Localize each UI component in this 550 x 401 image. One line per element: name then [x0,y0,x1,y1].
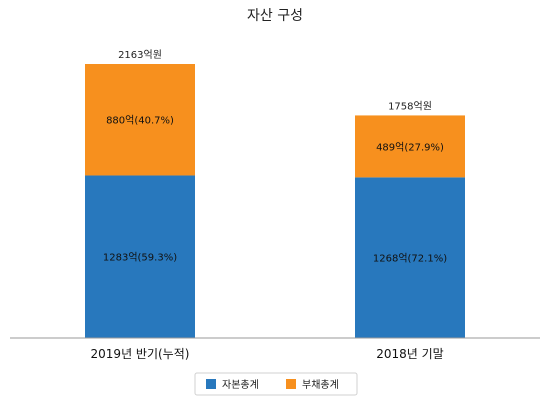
segment-label: 880억(40.7%) [106,115,174,127]
bar-segment-liabilities-1 [355,115,465,178]
category-label: 2018년 기말 [376,347,443,361]
total-label: 1758억원 [388,100,432,112]
bar-segment-equity-0 [85,175,195,338]
bar-segment-liabilities-0 [85,64,195,176]
segment-label: 489억(27.9%) [376,141,444,153]
segment-label: 1283억(59.3%) [103,252,177,264]
chart-title: 자산 구성 [247,8,303,24]
segment-label: 1268억(72.1%) [373,253,447,265]
legend-label: 부채총계 [302,379,339,391]
category-labels: 2019년 반기(누적) 2018년 기말 [91,347,444,361]
total-label: 2163억원 [118,49,162,61]
category-label: 2019년 반기(누적) [91,347,190,361]
legend-box [194,372,358,396]
legend: 자본총계 부채총계 [194,372,358,396]
legend-swatch [206,379,216,389]
bars-group: 1283억(59.3%) 880억(40.7%) 2163억원 1268억(72.1%… [85,49,465,338]
legend-swatch [286,379,296,389]
bar-segment-equity-1 [355,177,465,338]
legend-label: 자본총계 [222,379,259,391]
